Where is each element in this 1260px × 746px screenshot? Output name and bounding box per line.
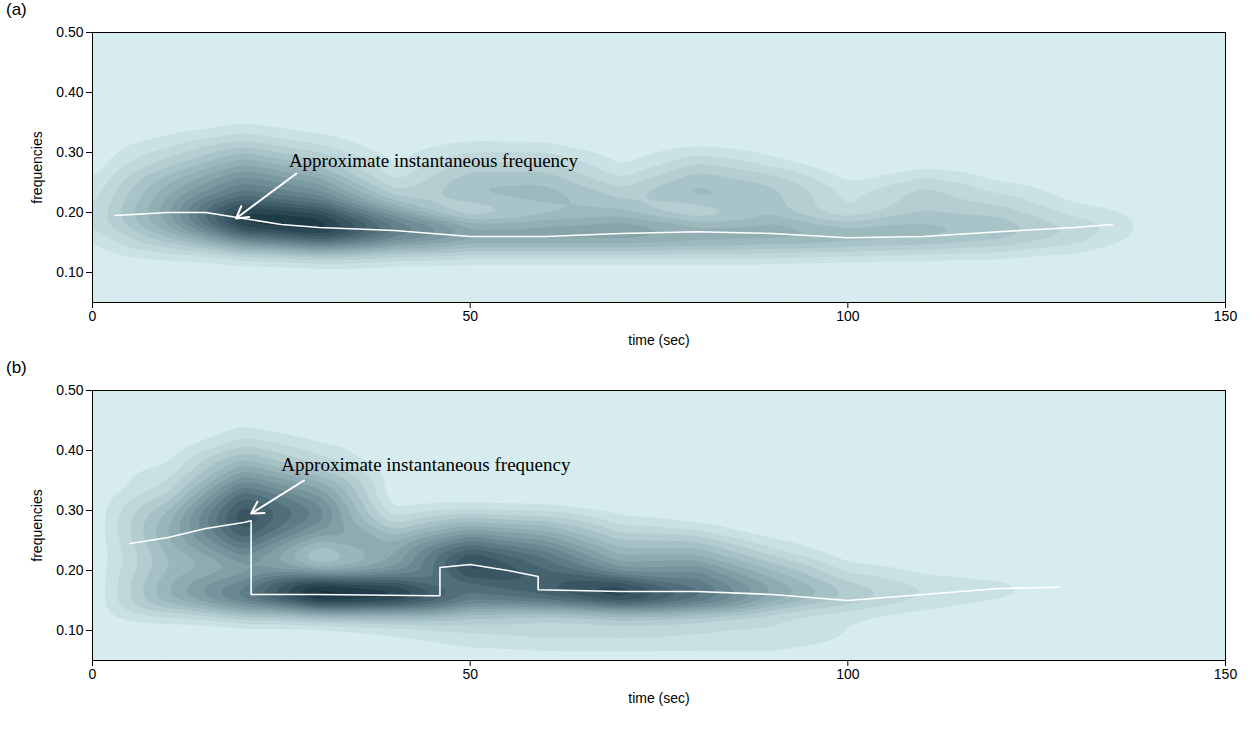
svg-text:0.10: 0.10 — [56, 622, 83, 638]
svg-text:150: 150 — [1214, 308, 1238, 324]
svg-text:150: 150 — [1214, 666, 1238, 682]
svg-text:frequencies: frequencies — [29, 131, 45, 203]
html-text:(b): (b) — [6, 358, 27, 377]
svg-text:100: 100 — [836, 308, 860, 324]
svg-text:0.50: 0.50 — [56, 382, 83, 398]
svg-text:time (sec): time (sec) — [628, 332, 689, 348]
svg-text:Approximate instantaneous freq: Approximate instantaneous frequency — [281, 454, 571, 475]
svg-text:time (sec): time (sec) — [628, 690, 689, 706]
svg-text:0.40: 0.40 — [56, 442, 83, 458]
svg-text:0.20: 0.20 — [56, 562, 83, 578]
svg-text:0.20: 0.20 — [56, 204, 83, 220]
svg-text:frequencies: frequencies — [29, 489, 45, 561]
svg-text:Approximate instantaneous freq: Approximate instantaneous frequency — [289, 150, 579, 171]
svg-text:0: 0 — [89, 308, 97, 324]
svg-text:50: 50 — [462, 666, 478, 682]
svg-text:0.30: 0.30 — [56, 502, 83, 518]
svg-text:0.30: 0.30 — [56, 144, 83, 160]
svg-text:0.40: 0.40 — [56, 84, 83, 100]
svg-text:100: 100 — [836, 666, 860, 682]
svg-text:0.10: 0.10 — [56, 264, 83, 280]
svg-text:0.50: 0.50 — [56, 24, 83, 40]
svg-text:50: 50 — [462, 308, 478, 324]
svg-text:0: 0 — [89, 666, 97, 682]
html-text:(a): (a) — [6, 0, 27, 19]
